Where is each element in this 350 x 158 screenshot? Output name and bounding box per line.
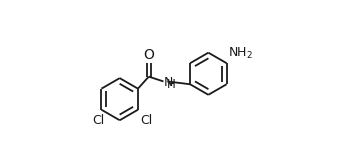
Text: O: O <box>143 48 154 62</box>
Text: Cl: Cl <box>140 114 152 127</box>
Text: NH$_2$: NH$_2$ <box>228 46 253 61</box>
Text: N: N <box>164 76 174 89</box>
Text: H: H <box>167 78 175 91</box>
Text: Cl: Cl <box>93 114 105 127</box>
